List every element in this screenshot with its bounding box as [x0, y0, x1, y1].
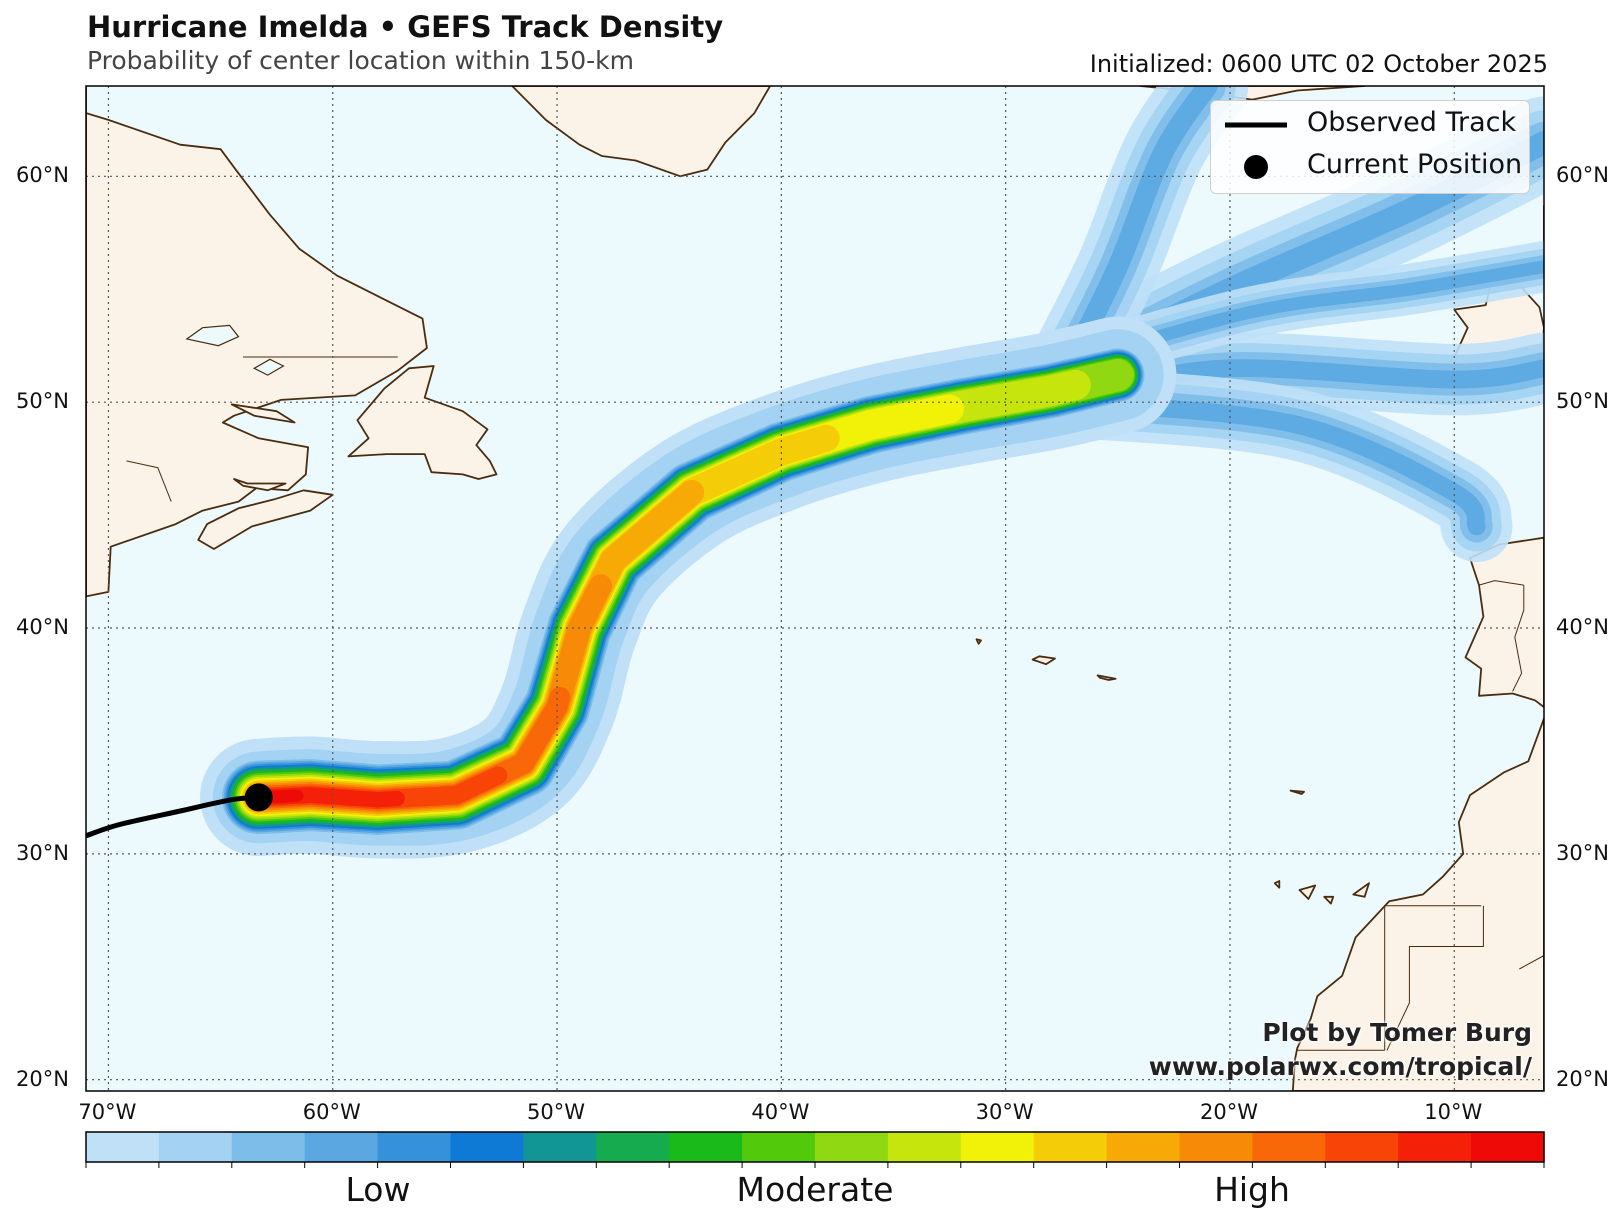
colorbar-swatch — [86, 1132, 160, 1162]
canary-4 — [1352, 882, 1370, 898]
border-8 — [1512, 585, 1525, 692]
lat-label-left: 40°N — [16, 615, 69, 640]
madeira — [1289, 789, 1305, 795]
colorbar-swatch — [887, 1132, 962, 1162]
pei — [233, 478, 287, 492]
border-3 — [1384, 905, 1482, 1051]
colorbar-swatch — [1398, 1132, 1472, 1162]
lat-label-right: 20°N — [1556, 1066, 1609, 1091]
colorbar-swatch — [158, 1132, 233, 1162]
colorbar-swatch — [1106, 1132, 1181, 1162]
lat-label-left: 60°N — [16, 163, 69, 188]
lon-label: 50°W — [527, 1100, 586, 1124]
page-title: Hurricane Imelda • GEFS Track Density — [87, 10, 724, 44]
density-band-11-seg-98 — [1052, 369, 1091, 403]
border-4 — [1386, 905, 1484, 1051]
observed-track-line — [86, 794, 262, 839]
colorbar-swatch — [231, 1132, 306, 1162]
lon-label: 20°W — [1199, 1100, 1258, 1124]
density-band-10-seg-103 — [1093, 358, 1134, 394]
azores-1 — [975, 638, 982, 645]
lat-label-right: 60°N — [1556, 163, 1609, 188]
density-band-15-seg-52 — [584, 574, 612, 606]
density-band-12-seg-86 — [923, 394, 965, 426]
density-band-14-seg-63 — [669, 479, 705, 514]
azores-3 — [1096, 674, 1117, 681]
colorbar-label-high: High — [1214, 1170, 1290, 1209]
lon-label: 40°W — [751, 1100, 810, 1124]
colorbar-swatch — [815, 1132, 889, 1162]
lat-label-right: 40°N — [1556, 615, 1609, 640]
lat-label-left: 50°N — [16, 389, 69, 414]
legend-current-position — [1221, 147, 1291, 187]
border-6 — [1519, 955, 1544, 970]
lat-label-right: 50°N — [1556, 389, 1609, 414]
initialized-time: Initialized: 0600 UTC 02 October 2025 — [1089, 50, 1548, 78]
lon-label: 60°W — [302, 1100, 361, 1124]
border-7 — [1478, 580, 1524, 586]
colorbar-swatch — [742, 1132, 816, 1162]
lon-label: 70°W — [78, 1100, 137, 1124]
africa — [1291, 717, 1544, 1091]
current-position-marker — [244, 783, 273, 812]
lat-label-right: 30°N — [1556, 840, 1609, 865]
nova-scotia — [197, 489, 334, 550]
colorbar-ticks — [85, 1162, 1545, 1168]
colorbar-label-moderate: Moderate — [736, 1170, 894, 1209]
colorbar-swatch — [1325, 1132, 1399, 1162]
anticosti — [230, 403, 296, 424]
colorbar-swatch — [1033, 1132, 1108, 1162]
lat-label-left: 20°N — [16, 1066, 69, 1091]
colorbar-swatch — [1179, 1132, 1253, 1162]
lat-label-left: 30°N — [16, 840, 69, 865]
colorbar-swatch — [1252, 1132, 1326, 1162]
land-layer — [86, 86, 1544, 1091]
newfoundland — [347, 365, 498, 480]
lon-label: 10°W — [1424, 1100, 1483, 1124]
lake-2 — [252, 358, 285, 376]
map-legend: Observed Track Current Position — [1210, 100, 1530, 194]
canary-1 — [1273, 880, 1281, 889]
border-2 — [126, 460, 172, 502]
colorbar-swatch — [960, 1132, 1035, 1162]
colorbar-swatch — [377, 1132, 452, 1162]
azores-2 — [1031, 655, 1056, 666]
colorbar-swatch — [669, 1132, 743, 1162]
density-band-18-seg-17 — [379, 790, 405, 807]
colorbar-swatch — [523, 1132, 597, 1162]
credit-url: www.polarwx.com/tropical/ — [1148, 1052, 1532, 1081]
dot-icon — [1244, 155, 1268, 179]
colorbar-swatch — [596, 1132, 670, 1162]
track-density-layer — [200, 86, 1544, 859]
colorbar-swatch — [450, 1132, 524, 1162]
north-america-coast — [86, 86, 428, 598]
colorbar-swatch — [304, 1132, 379, 1162]
tail-2-band-3 — [1062, 86, 1218, 368]
lon-label: 30°W — [975, 1100, 1034, 1124]
legend-observed-track-label: Observed Track — [1307, 107, 1517, 138]
colorbar — [85, 1131, 1545, 1163]
legend-current-position-label: Current Position — [1307, 149, 1523, 180]
colorbar-label-low: Low — [345, 1170, 411, 1209]
scotland — [1543, 204, 1544, 291]
line-icon — [1225, 122, 1287, 128]
track-layer — [86, 783, 273, 839]
colorbar-swatch — [1471, 1132, 1545, 1162]
lake-1 — [185, 324, 240, 347]
legend-observed-track — [1221, 105, 1291, 145]
canary-3 — [1323, 895, 1335, 905]
credit-author: Plot by Tomer Burg — [1262, 1018, 1532, 1047]
map-frame — [85, 85, 1545, 1092]
page-subtitle: Probability of center location within 15… — [87, 46, 635, 75]
canary-2 — [1298, 884, 1317, 900]
density-band-13-seg-75 — [801, 424, 840, 456]
density-band-17-seg-28 — [480, 766, 508, 789]
